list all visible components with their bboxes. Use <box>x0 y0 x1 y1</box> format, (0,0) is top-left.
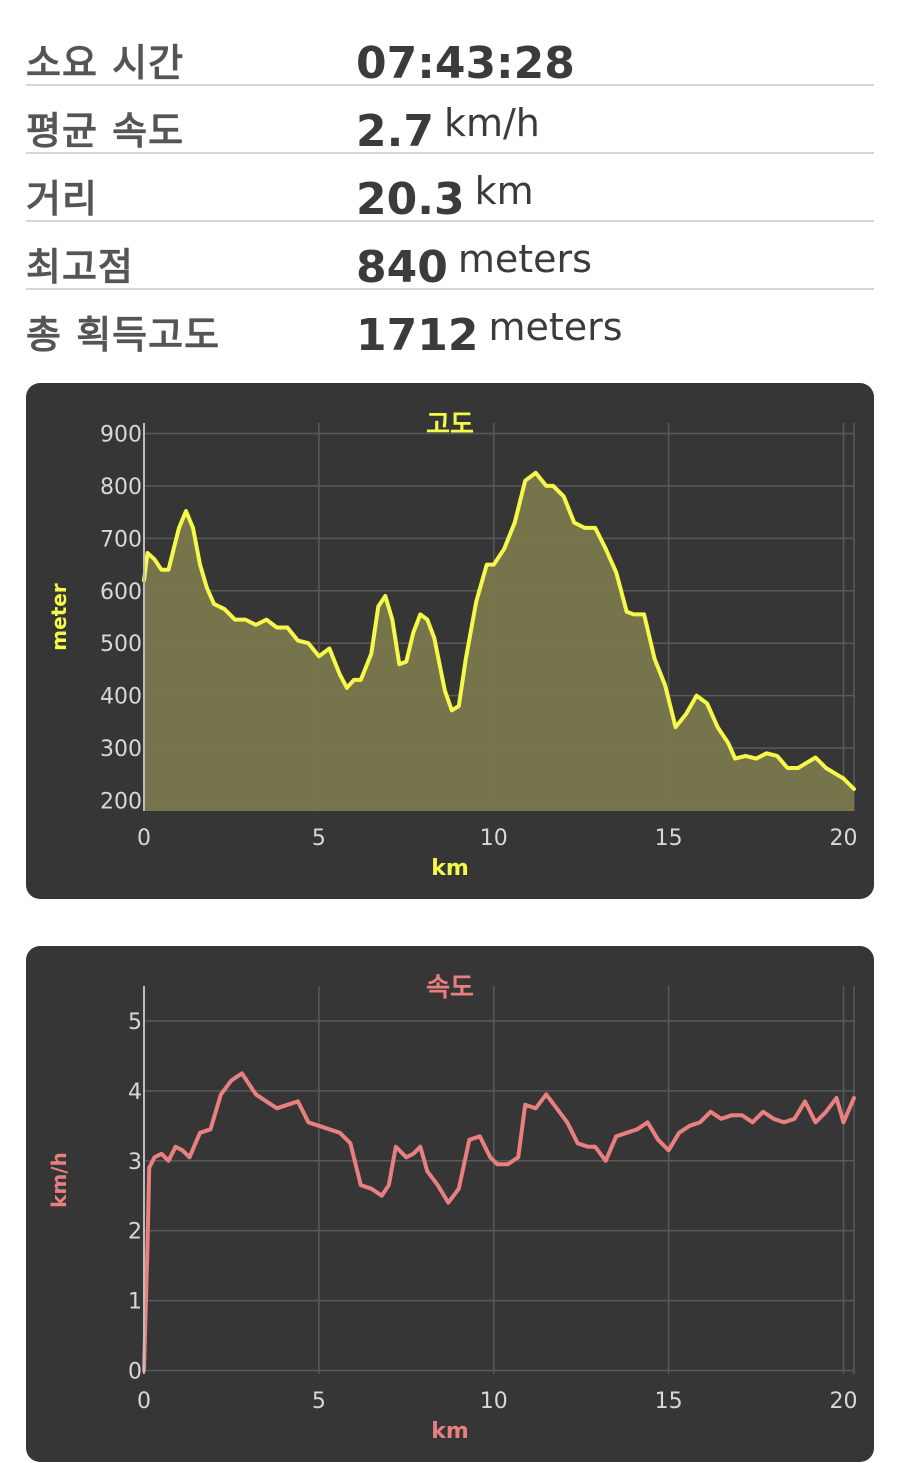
series-area <box>144 472 854 811</box>
stat-label: 총 획득고도 <box>26 313 221 357</box>
y-tick-label: 2 <box>128 1220 142 1245</box>
x-tick-label: 15 <box>655 826 683 851</box>
x-tick-label: 20 <box>830 826 858 851</box>
y-tick-label: 0 <box>128 1360 142 1385</box>
stat-number: 840 <box>356 242 448 293</box>
x-tick-label: 15 <box>655 1389 683 1414</box>
stat-number: 1712 <box>356 310 479 361</box>
stat-label: 거리 <box>26 177 98 221</box>
stat-row-duration: 소요 시간 07:43:28 <box>26 18 874 89</box>
x-tick-label: 0 <box>137 826 151 851</box>
y-tick-label: 1 <box>128 1290 142 1315</box>
stat-number: 20.3 <box>356 174 465 225</box>
stat-unit: km <box>474 169 534 213</box>
series-line <box>142 470 856 791</box>
y-axis-label: meter <box>47 583 71 651</box>
speed-chart-card: 0 1 2 3 4 5 0 5 10 15 20 속도 km km/h <box>26 946 874 1462</box>
stat-unit: meters <box>488 305 623 349</box>
stat-number: 2.7 <box>356 106 434 157</box>
x-tick-label: 10 <box>480 1389 508 1414</box>
y-tick-label: 400 <box>100 685 142 710</box>
x-axis-label: km <box>431 856 469 881</box>
stat-row-distance: 거리 20.3 km <box>26 154 874 225</box>
y-tick-label: 300 <box>100 737 142 762</box>
y-tick-label: 4 <box>128 1080 142 1105</box>
y-tick-label: 5 <box>128 1010 142 1035</box>
y-tick-label: 200 <box>100 790 142 815</box>
x-tick-label: 5 <box>312 1389 326 1414</box>
stat-value: 840 meters <box>356 237 592 293</box>
stat-value: 2.7 km/h <box>356 101 540 157</box>
elevation-chart: 200 300 400 500 600 700 800 900 0 5 10 15 20 고도 km mete… <box>47 410 858 881</box>
stat-label: 최고점 <box>26 245 134 289</box>
x-tick-label: 0 <box>137 1389 151 1414</box>
stat-value: 20.3 km <box>356 169 534 225</box>
chart-title: 고도 <box>426 410 474 440</box>
x-axis-label: km <box>431 1419 469 1444</box>
elevation-chart-card: 200 300 400 500 600 700 800 900 0 5 10 15 20 고도 km mete… <box>26 383 874 899</box>
speed-chart: 0 1 2 3 4 5 0 5 10 15 20 속도 km km/h <box>47 973 858 1444</box>
stat-number: 07:43:28 <box>356 38 575 89</box>
y-tick-label: 3 <box>128 1150 142 1175</box>
x-tick-label: 20 <box>830 1389 858 1414</box>
x-tick-label: 10 <box>480 826 508 851</box>
y-axis-label: km/h <box>47 1152 71 1208</box>
summary-stats: 소요 시간 07:43:28 평균 속도 2.7 km/h 거리 20.3 km 최… <box>26 18 874 361</box>
chart-title: 속도 <box>426 973 474 1003</box>
stat-value: 1712 meters <box>356 305 623 361</box>
stat-label: 평균 속도 <box>26 109 185 153</box>
stat-row-max-elevation: 최고점 840 meters <box>26 222 874 293</box>
stat-row-total-ascent: 총 획득고도 1712 meters <box>26 290 874 361</box>
y-tick-label: 900 <box>100 422 142 447</box>
y-tick-label: 700 <box>100 527 142 552</box>
y-tick-label: 500 <box>100 632 142 657</box>
stat-row-avg-speed: 평균 속도 2.7 km/h <box>26 86 874 157</box>
stat-value: 07:43:28 <box>356 38 575 89</box>
y-tick-label: 800 <box>100 475 142 500</box>
x-tick-label: 5 <box>312 826 326 851</box>
stat-label: 소요 시간 <box>26 41 185 85</box>
stat-unit: km/h <box>443 101 540 145</box>
series-line <box>142 1071 856 1373</box>
stat-unit: meters <box>457 237 592 281</box>
grid <box>143 986 855 1374</box>
y-tick-label: 600 <box>100 580 142 605</box>
